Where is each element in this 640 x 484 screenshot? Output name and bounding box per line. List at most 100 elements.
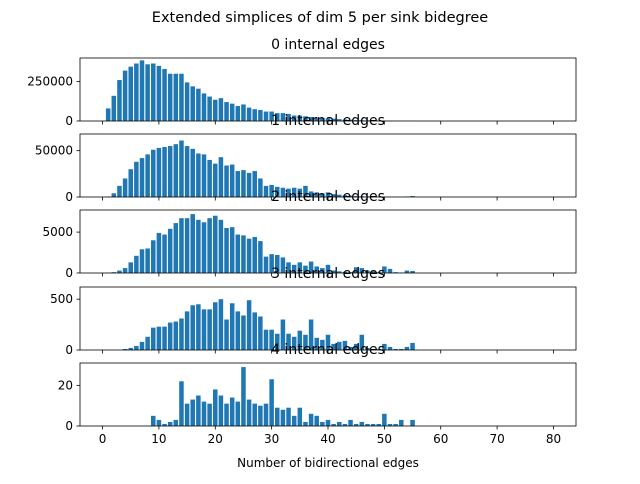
bar (405, 347, 410, 350)
bar (174, 322, 179, 350)
bar (134, 64, 139, 121)
bar (213, 389, 218, 426)
bar (117, 80, 122, 121)
bar (207, 97, 212, 121)
bar (314, 416, 319, 426)
x-tick-label: 50 (377, 432, 392, 446)
bar (230, 303, 235, 350)
bar (236, 235, 241, 273)
bar (151, 150, 156, 197)
bar (252, 312, 257, 350)
bar (140, 342, 145, 350)
bar (252, 404, 257, 426)
bar (157, 66, 162, 121)
y-tick-label: 0 (65, 114, 73, 128)
bar (224, 102, 229, 121)
x-tick-label: 0 (99, 432, 107, 446)
y-tick-label: 0 (65, 266, 73, 280)
bar (190, 305, 195, 350)
bar (145, 248, 150, 273)
bar (207, 309, 212, 350)
bar (236, 311, 241, 350)
bar (117, 186, 122, 197)
bar (185, 82, 190, 121)
bar (224, 320, 229, 350)
bar (196, 304, 201, 350)
y-tick-label: 20 (58, 378, 73, 392)
bar (151, 64, 156, 121)
bar (320, 422, 325, 426)
bar (162, 235, 167, 273)
bar (275, 408, 280, 426)
bar (190, 400, 195, 426)
bar (123, 178, 128, 197)
bar (168, 323, 173, 350)
bar (258, 241, 263, 273)
bar (190, 149, 195, 197)
subplot-title: 2 internal edges (271, 189, 385, 205)
bar (185, 311, 190, 350)
bar (128, 169, 133, 197)
y-tick-label: 0 (65, 343, 73, 357)
subplot-title: 0 internal edges (271, 37, 385, 53)
bar (309, 414, 314, 426)
bar (157, 233, 162, 273)
bar (162, 327, 167, 350)
y-tick-label: 50000 (35, 144, 73, 158)
bar (241, 367, 246, 426)
bar (196, 89, 201, 121)
x-tick-label: 40 (320, 432, 335, 446)
subplot-title: 1 internal edges (271, 113, 385, 129)
bar (162, 69, 167, 121)
bar (224, 166, 229, 198)
bar (247, 108, 252, 121)
bar (298, 408, 303, 426)
bar (179, 319, 184, 351)
bar (168, 422, 173, 426)
figure-suptitle: Extended simplices of dim 5 per sink bid… (152, 10, 488, 26)
bar (230, 165, 235, 197)
bar (303, 422, 308, 426)
bar (140, 60, 145, 121)
bar (179, 218, 184, 273)
bar (190, 214, 195, 273)
bar (388, 347, 393, 350)
bar (174, 144, 179, 197)
bar (145, 64, 150, 121)
bar (128, 67, 133, 121)
x-tick-label: 10 (151, 432, 166, 446)
bar (190, 86, 195, 121)
bar (252, 109, 257, 121)
bar (219, 98, 224, 121)
bar (128, 262, 133, 273)
bar (213, 100, 218, 121)
bar (151, 328, 156, 350)
y-tick-label: 0 (65, 419, 73, 433)
bar (286, 408, 291, 426)
bar (134, 256, 139, 273)
bar (168, 229, 173, 273)
x-tick-label: 70 (489, 432, 504, 446)
bar (241, 235, 246, 273)
bar (207, 404, 212, 426)
bar (258, 110, 263, 121)
bar (219, 396, 224, 426)
bar (326, 420, 331, 426)
bar (202, 309, 207, 350)
bar (230, 104, 235, 121)
bar (230, 398, 235, 426)
subplot-title: 4 internal edges (271, 342, 385, 358)
bar (382, 414, 387, 426)
bar (196, 220, 201, 273)
bar (134, 162, 139, 197)
bar (236, 171, 241, 197)
bar (202, 154, 207, 197)
bar (162, 147, 167, 197)
x-tick-label: 60 (433, 432, 448, 446)
bar (106, 108, 111, 121)
bar (388, 269, 393, 273)
bar (337, 422, 342, 426)
bar (230, 227, 235, 273)
bar (348, 420, 353, 426)
bar (185, 146, 190, 197)
